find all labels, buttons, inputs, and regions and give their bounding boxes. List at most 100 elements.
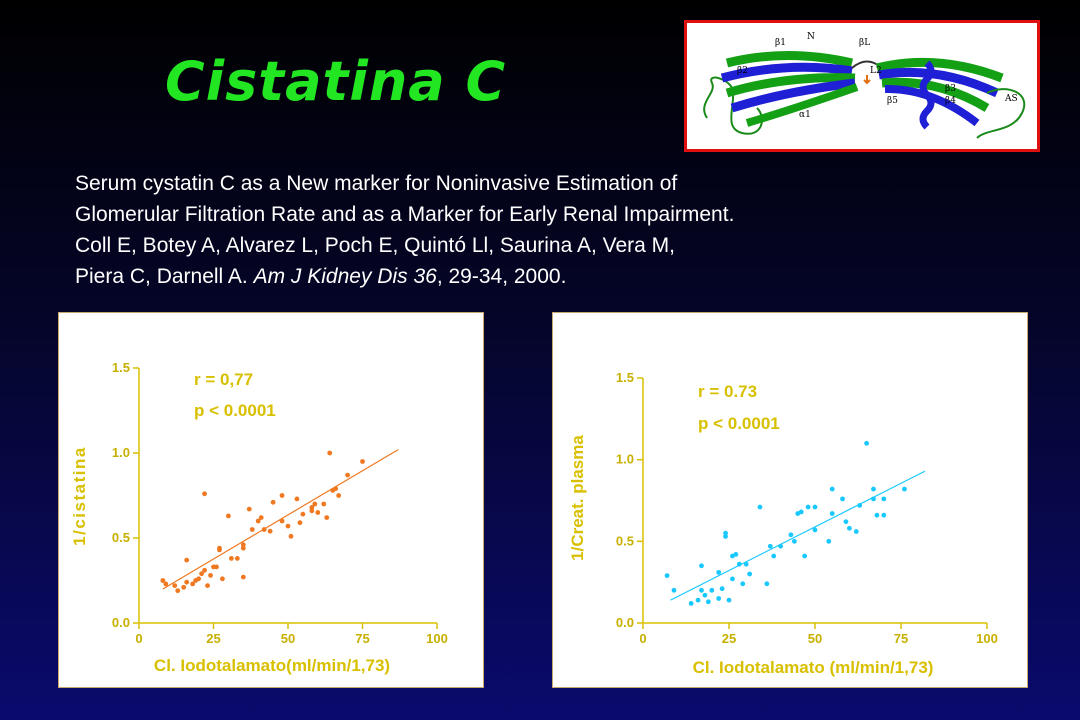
- citation-block: Serum cystatin C as a New marker for Non…: [75, 168, 995, 292]
- protein-label: β3: [945, 84, 956, 94]
- data-point: [864, 440, 869, 446]
- x-tick-label: 0: [639, 631, 646, 646]
- data-point: [702, 592, 708, 598]
- data-point: [258, 515, 264, 520]
- data-point: [826, 538, 832, 544]
- data-point: [757, 504, 763, 510]
- protein-label: β2: [737, 66, 748, 76]
- data-point: [798, 509, 804, 515]
- data-point: [829, 486, 835, 492]
- x-tick-label: 75: [894, 631, 908, 646]
- data-point: [267, 528, 273, 534]
- data-point: [234, 556, 240, 561]
- y-tick-label: 0.0: [112, 615, 130, 630]
- data-point: [202, 567, 207, 573]
- data-point: [881, 496, 887, 502]
- x-tick-label: 25: [722, 631, 736, 646]
- data-point: [733, 552, 739, 557]
- data-point: [327, 450, 333, 456]
- data-point: [297, 520, 303, 526]
- data-point: [172, 583, 178, 588]
- chart-panel-cistatin: 0 25 50 75 100 0.0 0.5 1.0 1.5 Cl. Iodotalamato(…: [58, 312, 484, 688]
- data-point: [184, 557, 190, 563]
- x-axis-label: Cl. Iodotalamato (ml/min/1,73): [693, 658, 934, 677]
- data-point: [199, 571, 204, 577]
- data-point: [214, 564, 219, 570]
- data-point: [261, 527, 267, 532]
- correlation-annotation: r = 0.73: [698, 382, 757, 401]
- data-point: [240, 574, 246, 580]
- x-tick-label: 100: [976, 631, 998, 646]
- x-tick-label: 75: [355, 631, 369, 646]
- data-point: [202, 491, 207, 497]
- y-axis-label: 1/Creat. plasma: [568, 435, 587, 561]
- data-point: [279, 518, 285, 524]
- data-point: [719, 586, 725, 592]
- data-point: [324, 515, 330, 520]
- protein-label: β1: [775, 38, 786, 48]
- data-point: [255, 518, 261, 524]
- data-point: [716, 596, 722, 601]
- x-tick-label: 0: [135, 631, 142, 646]
- data-point: [871, 496, 876, 502]
- citation-journal: Am J Kidney Dis 36: [253, 265, 437, 288]
- data-point: [840, 496, 845, 502]
- data-point: [812, 527, 818, 533]
- data-point: [315, 510, 321, 515]
- y-tick-label: 1.0: [112, 445, 130, 460]
- data-point: [726, 597, 732, 603]
- data-point: [184, 579, 190, 585]
- data-point: [736, 561, 742, 567]
- y-tick-label: 1.5: [616, 370, 634, 385]
- y-tick-label: 0.5: [112, 530, 130, 545]
- citation-pages: , 29-34, 2000.: [436, 265, 567, 288]
- data-point: [279, 493, 285, 498]
- data-point: [208, 573, 213, 578]
- protein-label: N: [807, 32, 815, 42]
- data-point: [288, 533, 294, 539]
- data-point: [196, 576, 202, 582]
- data-point: [853, 529, 859, 534]
- correlation-annotation: r = 0,77: [194, 370, 253, 389]
- y-tick-label: 1.0: [616, 452, 634, 467]
- data-point: [309, 508, 315, 514]
- data-point: [294, 496, 300, 502]
- data-point: [723, 530, 728, 536]
- data-point: [671, 587, 677, 593]
- protein-ribbon-diagram: N β1 βL β2 L2 β3 β4 β5 α1 AS: [703, 32, 1026, 139]
- data-point: [181, 584, 187, 590]
- p-value-annotation: p < 0.0001: [194, 401, 276, 420]
- data-point: [336, 493, 342, 498]
- data-point: [767, 543, 773, 549]
- data-point: [778, 543, 783, 549]
- protein-label: α1: [799, 110, 811, 120]
- y-tick-label: 0.5: [616, 533, 634, 548]
- y-tick-label: 1.5: [112, 360, 130, 375]
- data-point: [699, 587, 704, 593]
- chart-plot-area: 0 25 50 75 100 0.0 0.5 1.0 1.5: [616, 370, 998, 646]
- data-point: [688, 601, 694, 606]
- data-point: [163, 581, 169, 587]
- data-point: [716, 569, 722, 575]
- data-point: [857, 503, 863, 508]
- data-point: [764, 581, 770, 587]
- data-point: [190, 581, 196, 587]
- data-point: [743, 561, 749, 567]
- data-point: [240, 542, 246, 548]
- citation-line: Coll E, Botey A, Alvarez L, Poch E, Quin…: [75, 234, 675, 257]
- citation-authors: Piera C, Darnell A.: [75, 265, 254, 288]
- x-tick-label: 50: [808, 631, 822, 646]
- data-point: [240, 545, 246, 551]
- data-point: [160, 578, 166, 583]
- data-point: [360, 459, 365, 464]
- data-point: [699, 563, 704, 569]
- data-point: [321, 501, 327, 507]
- data-point: [902, 486, 907, 492]
- protein-structure-image: N β1 βL β2 L2 β3 β4 β5 α1 AS: [684, 20, 1040, 152]
- p-value-annotation: p < 0.0001: [698, 414, 780, 433]
- y-tick-label: 0.0: [616, 615, 634, 630]
- data-point: [705, 599, 711, 605]
- data-point: [226, 513, 231, 519]
- scatter-chart-cistatin: 0 25 50 75 100 0.0 0.5 1.0 1.5 Cl. Iodotalamato(…: [70, 360, 448, 675]
- data-point: [805, 504, 811, 510]
